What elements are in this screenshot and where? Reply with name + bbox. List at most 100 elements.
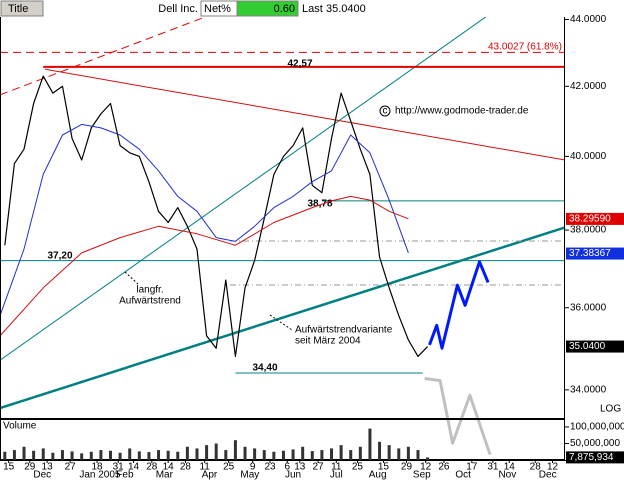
price-tag: [566, 247, 624, 260]
trend-line: [0, 226, 566, 410]
volume-bar: [349, 450, 353, 460]
volume-bar: [330, 448, 334, 460]
volume-bar: [253, 448, 257, 460]
y-tick-label: 44.0000: [570, 14, 607, 25]
annotation: Aufwärtstrendvariante: [295, 325, 393, 336]
month-label: Oct: [455, 470, 471, 480]
month-label: Dec: [33, 470, 51, 480]
volume-bar: [397, 448, 401, 460]
volume-bar: [176, 451, 180, 460]
month-label: Dec: [539, 470, 557, 480]
x-tick-label: 29: [401, 462, 413, 473]
volume-bar: [128, 448, 132, 460]
x-tick-label: 31: [113, 462, 125, 473]
x-tick-label: 15: [378, 462, 390, 473]
price-tag: [566, 212, 624, 225]
last-label: Last: [302, 3, 323, 15]
price-tag-label: 35.0400: [569, 341, 606, 352]
month-label: Mar: [156, 470, 174, 480]
x-tick-label: 25: [352, 462, 364, 473]
volume-bar: [233, 440, 237, 460]
level-label: 38,78: [307, 199, 332, 210]
x-tick-label: 12: [420, 462, 432, 473]
volume-bar: [224, 450, 228, 460]
volume-bar: [339, 445, 343, 460]
volume-bar: [51, 452, 55, 460]
symbol: Dell Inc.: [158, 3, 198, 15]
volume-bar: [214, 443, 218, 460]
month-label: Jan 2005: [79, 470, 121, 480]
month-label: Nov: [498, 470, 516, 480]
volume-bar: [99, 450, 103, 460]
volume-bar: [243, 446, 247, 460]
volume-bar: [320, 450, 324, 460]
copyright-mark: c: [383, 106, 388, 117]
x-tick-label: 23: [264, 462, 276, 473]
month-label: Apr: [202, 470, 218, 480]
price-tag: [566, 340, 624, 353]
month-label: Sep: [413, 470, 431, 480]
volume-bar: [109, 450, 113, 460]
x-tick-label: 28: [530, 462, 542, 473]
y-tick-label: 36.0000: [570, 302, 607, 313]
annotation: http://www.godmode-trader.de: [395, 106, 529, 117]
net-value: 0.60: [274, 3, 295, 15]
price-line: [4, 75, 429, 357]
net-value-box: [236, 0, 299, 17]
volume-bar: [22, 446, 26, 460]
level-label: 43.0027 (61.8%): [488, 42, 562, 53]
x-tick-label: 31: [487, 462, 499, 473]
x-tick-label: 28: [180, 462, 192, 473]
y-tick-label: 34.0000: [570, 384, 607, 395]
y-tick-label: 38.0000: [570, 225, 607, 236]
volume-tick-label: 50,000,000: [570, 438, 620, 449]
volume-tag-label: 7,875,934: [569, 452, 614, 463]
annotation: Aufwärtstrend: [119, 296, 181, 307]
indicator-line: [424, 377, 492, 456]
volume-bar: [310, 451, 314, 460]
volume-bar: [378, 441, 382, 460]
title-button-label[interactable]: Title: [8, 3, 28, 15]
month-label: May: [240, 470, 259, 480]
x-tick-label: 11: [199, 462, 210, 473]
month-label: Jul: [330, 470, 343, 480]
trend-line: [0, 0, 510, 361]
level-label: 42,57: [287, 59, 312, 70]
indicator-line: [428, 260, 490, 350]
volume-bar: [281, 450, 285, 460]
volume-tag: [566, 451, 624, 464]
volume-bar: [195, 448, 199, 460]
level-label: 37,20: [47, 251, 72, 262]
volume-bar: [118, 452, 122, 460]
y-tick-label: 42.0000: [570, 81, 607, 92]
volume-bar: [185, 446, 189, 460]
volume-bar: [12, 450, 16, 460]
title-button[interactable]: [0, 0, 44, 17]
month-label: Aug: [369, 470, 387, 480]
volume-bar: [70, 451, 74, 460]
volume-bar: [89, 451, 93, 460]
x-tick-label: 27: [65, 462, 77, 473]
x-tick-label: 14: [163, 462, 175, 473]
price-tag-label: 37.38367: [569, 248, 611, 259]
level-label: 34,40: [252, 363, 277, 374]
volume-bar: [387, 445, 391, 460]
volume-bar: [426, 457, 430, 460]
x-tick-label: 9: [250, 462, 256, 473]
leader: [269, 314, 293, 331]
y-tick-label: 40.0000: [570, 151, 607, 162]
copyright-icon: [379, 105, 391, 117]
volume-bar: [60, 450, 64, 460]
x-tick-label: 28: [146, 462, 158, 473]
x-tick-label: 27: [312, 462, 324, 473]
volume-bar: [80, 453, 84, 460]
header-bar: [0, 0, 624, 17]
x-tick-label: 11: [331, 462, 342, 473]
x-tick-label: 29: [24, 462, 36, 473]
annotation: langfr.: [136, 285, 163, 296]
annotation: seit März 2004: [295, 336, 361, 347]
volume-bar: [416, 450, 420, 460]
x-tick-label: 15: [3, 462, 15, 473]
